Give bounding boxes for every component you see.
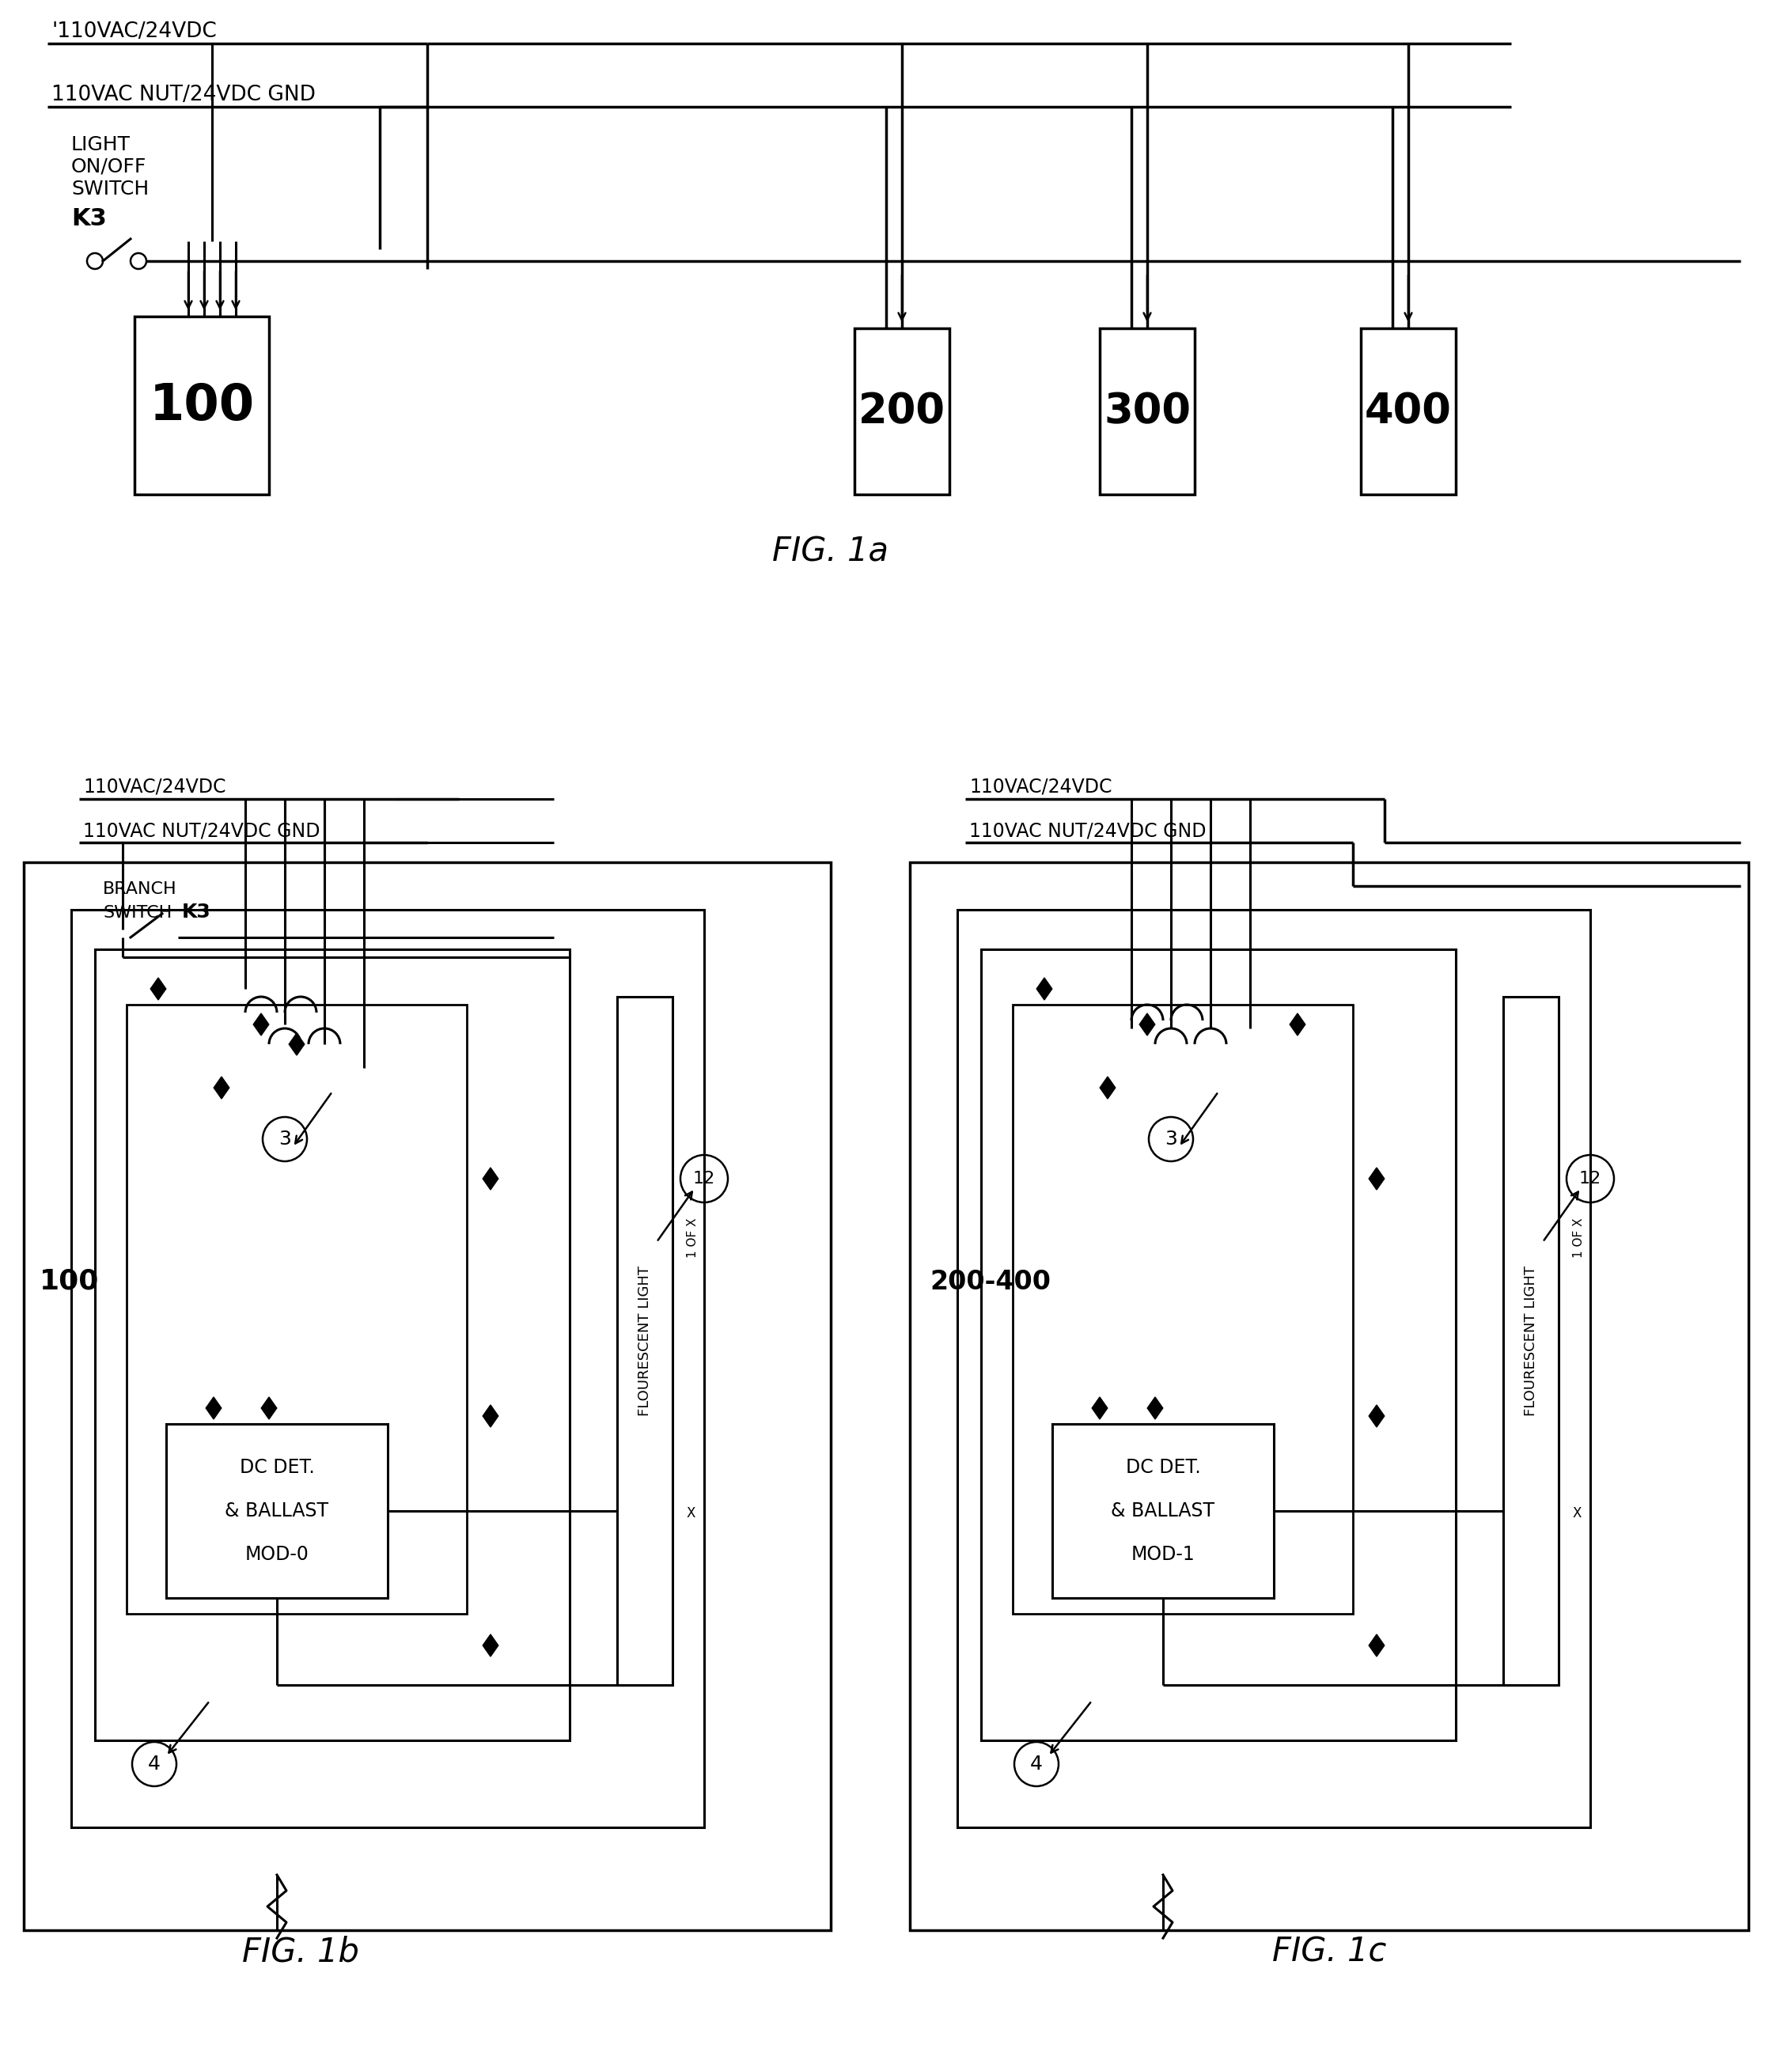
Bar — [980, 950, 1455, 1739]
Bar — [1052, 1425, 1274, 1598]
Text: FIG. 1b: FIG. 1b — [242, 1937, 358, 1970]
Bar — [1012, 1005, 1353, 1614]
Text: MOD-1: MOD-1 — [1131, 1544, 1195, 1565]
Polygon shape — [151, 979, 167, 999]
Text: 110VAC/24VDC: 110VAC/24VDC — [82, 777, 226, 796]
Polygon shape — [206, 1396, 222, 1419]
Text: K3: K3 — [72, 208, 106, 230]
Text: 110VAC NUT/24VDC GND: 110VAC NUT/24VDC GND — [82, 820, 321, 841]
Bar — [23, 861, 831, 1931]
Bar — [127, 1005, 466, 1614]
Polygon shape — [1091, 1396, 1107, 1419]
Text: 200: 200 — [858, 391, 946, 432]
Text: 1 OF X: 1 OF X — [1573, 1217, 1584, 1258]
Text: 12: 12 — [694, 1170, 715, 1186]
Polygon shape — [262, 1396, 276, 1419]
Text: SWITCH: SWITCH — [102, 905, 172, 921]
Bar — [910, 861, 1749, 1931]
Text: BRANCH: BRANCH — [102, 882, 177, 896]
Bar — [1503, 997, 1559, 1686]
Text: 110VAC/24VDC: 110VAC/24VDC — [969, 777, 1113, 796]
Text: MOD-0: MOD-0 — [246, 1544, 308, 1565]
Text: 100: 100 — [149, 380, 254, 430]
Text: DC DET.: DC DET. — [1125, 1458, 1201, 1476]
Text: 3: 3 — [1165, 1129, 1177, 1149]
Text: 110VAC NUT/24VDC GND: 110VAC NUT/24VDC GND — [52, 84, 315, 105]
Polygon shape — [253, 1014, 269, 1036]
Text: FLOURESCENT LIGHT: FLOURESCENT LIGHT — [1523, 1266, 1538, 1417]
Text: & BALLAST: & BALLAST — [1111, 1501, 1215, 1521]
Text: 200-400: 200-400 — [930, 1269, 1050, 1295]
Text: ON/OFF: ON/OFF — [72, 158, 147, 177]
Polygon shape — [289, 1034, 305, 1055]
Text: 1 OF X: 1 OF X — [686, 1217, 699, 1258]
Text: 400: 400 — [1366, 391, 1452, 432]
Polygon shape — [1369, 1168, 1385, 1190]
Text: 4: 4 — [149, 1754, 161, 1774]
Text: 4: 4 — [1030, 1754, 1043, 1774]
Text: 12: 12 — [1579, 1170, 1602, 1186]
Polygon shape — [1369, 1635, 1385, 1657]
Text: SWITCH: SWITCH — [72, 179, 149, 199]
Polygon shape — [213, 1077, 229, 1098]
Bar — [957, 909, 1590, 1828]
Polygon shape — [482, 1404, 498, 1427]
Polygon shape — [1140, 1014, 1156, 1036]
Bar — [95, 950, 570, 1739]
Bar — [616, 997, 672, 1686]
Text: & BALLAST: & BALLAST — [226, 1501, 328, 1521]
Polygon shape — [1036, 979, 1052, 999]
Text: 110VAC NUT/24VDC GND: 110VAC NUT/24VDC GND — [969, 820, 1206, 841]
Text: DC DET.: DC DET. — [240, 1458, 314, 1476]
Bar — [134, 317, 269, 493]
Bar — [1100, 329, 1195, 493]
Polygon shape — [1147, 1396, 1163, 1419]
Text: X: X — [1573, 1505, 1582, 1519]
Bar — [855, 329, 950, 493]
Text: FLOURESCENT LIGHT: FLOURESCENT LIGHT — [638, 1266, 652, 1417]
Text: X: X — [686, 1505, 695, 1519]
Text: 3: 3 — [278, 1129, 290, 1149]
Text: 100: 100 — [39, 1269, 99, 1295]
Bar — [72, 909, 704, 1828]
Polygon shape — [482, 1635, 498, 1657]
Text: 300: 300 — [1104, 391, 1190, 432]
Bar — [1360, 329, 1455, 493]
Text: FIG. 1a: FIG. 1a — [772, 535, 889, 570]
Polygon shape — [482, 1168, 498, 1190]
Bar — [167, 1425, 387, 1598]
Text: LIGHT: LIGHT — [72, 136, 131, 154]
Polygon shape — [1100, 1077, 1115, 1098]
Text: '110VAC/24VDC: '110VAC/24VDC — [52, 21, 217, 41]
Text: K3: K3 — [183, 903, 211, 921]
Text: FIG. 1c: FIG. 1c — [1272, 1937, 1387, 1970]
Polygon shape — [1369, 1404, 1385, 1427]
Polygon shape — [1290, 1014, 1305, 1036]
